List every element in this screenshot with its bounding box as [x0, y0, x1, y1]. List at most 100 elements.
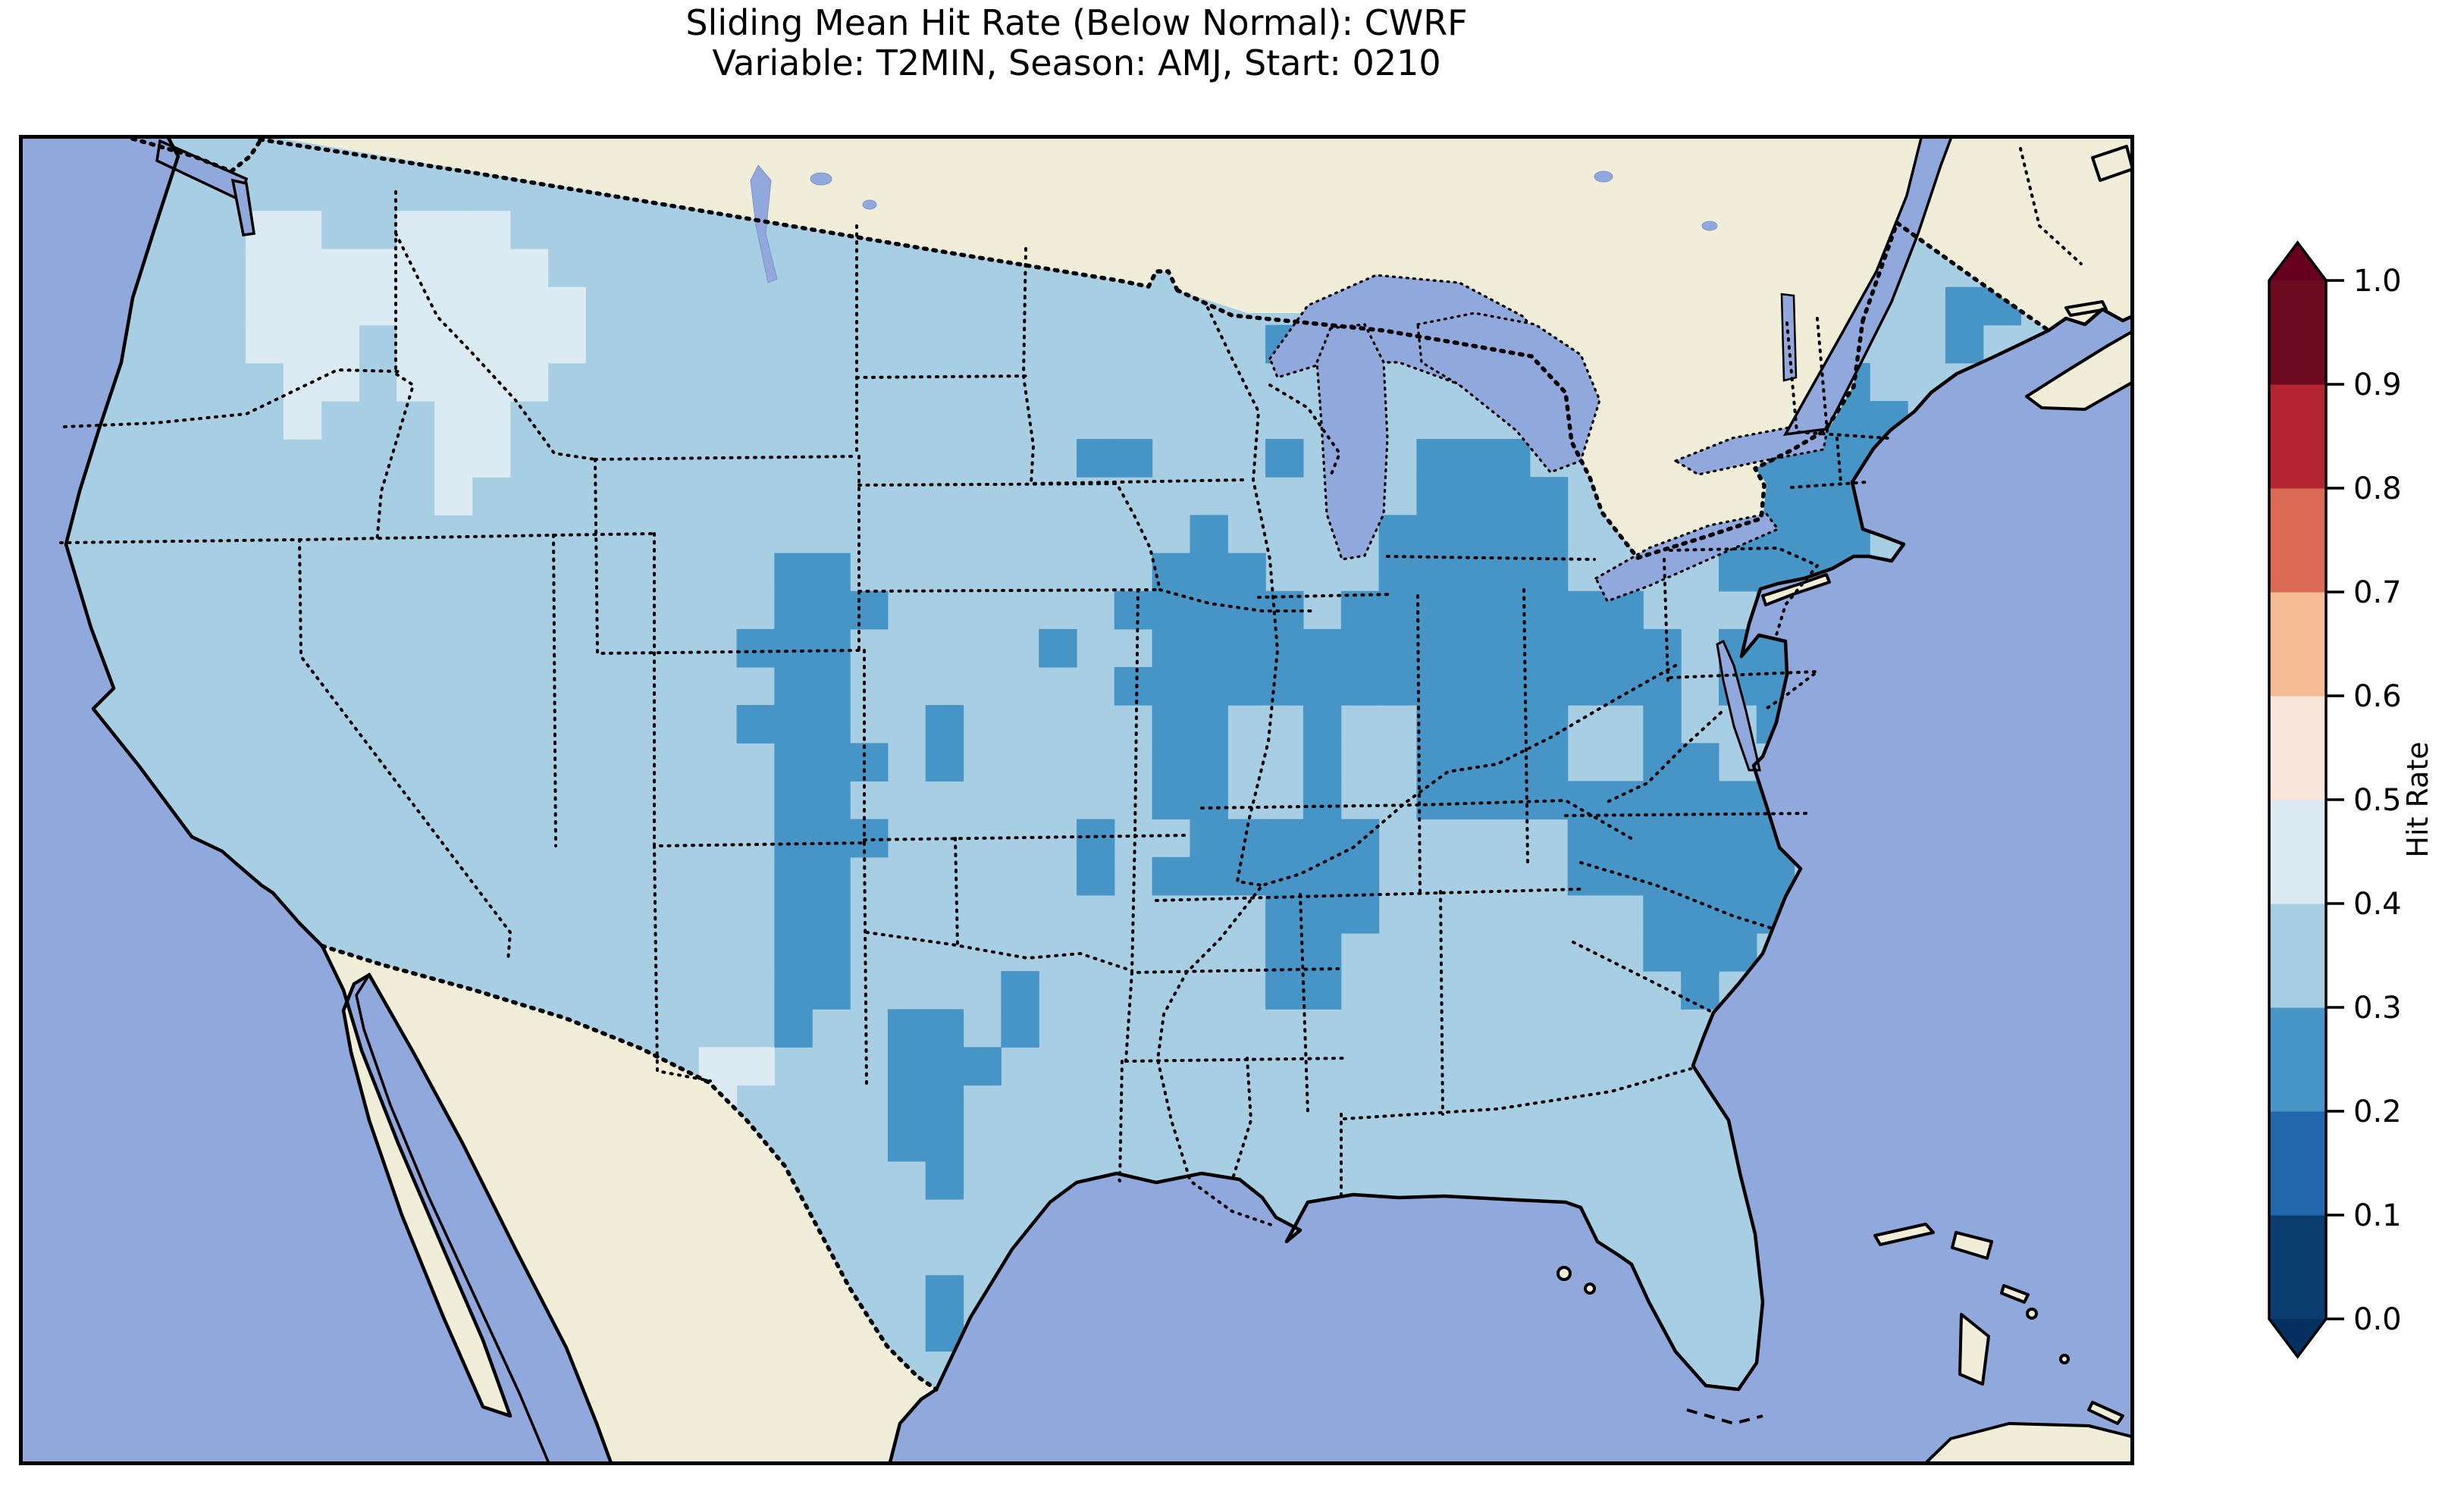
hit-rate-cell-0.2-0.3 [1379, 553, 1417, 592]
hit-rate-cell-0.2-0.3 [1265, 857, 1303, 896]
hit-rate-cell-0.2-0.3 [1492, 781, 1530, 819]
colorbar-segment-0.8-0.9 [2269, 384, 2326, 489]
hit-rate-cell-0.4-0.5 [397, 287, 434, 326]
hit-rate-cell-0.2-0.3 [1039, 629, 1077, 668]
hit-rate-cell-0.2-0.3 [1568, 667, 1606, 706]
hit-rate-cell-0.2-0.3 [1643, 705, 1681, 744]
colorbar-tick-label: 0.0 [2353, 1302, 2402, 1337]
hit-rate-cell-0.2-0.3 [1454, 705, 1492, 744]
figure-title: Sliding Mean Hit Rate (Below Normal): CW… [19, 3, 2134, 83]
hit-rate-cell-0.2-0.3 [812, 895, 850, 934]
hit-rate-cell-0.2-0.3 [774, 705, 812, 744]
hit-rate-cell-0.4-0.5 [284, 363, 321, 402]
hit-rate-cell-0.4-0.5 [321, 287, 359, 326]
hit-rate-cell-0.2-0.3 [1379, 515, 1417, 553]
colorbar-tick-label: 0.6 [2353, 679, 2402, 714]
hit-rate-cell-0.2-0.3 [1643, 895, 1681, 934]
hit-rate-cell-0.2-0.3 [1606, 819, 1644, 858]
hit-rate-cell-0.2-0.3 [1303, 895, 1341, 934]
hit-rate-cell-0.4-0.5 [359, 287, 397, 326]
colorbar-segment-0.6-0.7 [2269, 592, 2326, 697]
hit-rate-cell-0.2-0.3 [1152, 705, 1190, 744]
hit-rate-cell-0.4-0.5 [737, 1047, 775, 1085]
hit-rate-cell-0.2-0.3 [1265, 629, 1303, 668]
hit-rate-cell-0.2-0.3 [1190, 743, 1228, 781]
colorbar-segments [2269, 280, 2326, 1320]
hit-rate-cell-0.2-0.3 [888, 1085, 926, 1124]
hit-rate-cell-0.2-0.3 [1341, 667, 1379, 706]
hit-rate-cell-0.2-0.3 [1303, 971, 1341, 1010]
hit-rate-cell-0.2-0.3 [1227, 629, 1265, 668]
hit-rate-cell-0.2-0.3 [774, 895, 812, 934]
hit-rate-cell-0.2-0.3 [1303, 743, 1341, 781]
hit-rate-cell-0.2-0.3 [1190, 553, 1228, 592]
hit-rate-cell-0.2-0.3 [1379, 591, 1417, 630]
hit-rate-cell-0.4-0.5 [510, 363, 548, 402]
hit-rate-cell-0.2-0.3 [1454, 781, 1492, 819]
colorbar-segment-0.3-0.4 [2269, 904, 2326, 1008]
colorbar-tick-label: 0.2 [2353, 1095, 2402, 1129]
hit-rate-cell-0.2-0.3 [1454, 591, 1492, 630]
small-lake [810, 173, 832, 185]
hit-rate-cell-0.4-0.5 [548, 325, 586, 364]
hit-rate-cell-0.2-0.3 [1719, 819, 1757, 858]
hit-rate-cell-0.4-0.5 [472, 439, 510, 478]
hit-rate-cell-0.2-0.3 [1152, 553, 1190, 592]
hit-rate-cell-0.2-0.3 [1190, 857, 1228, 896]
hit-rate-cell-0.2-0.3 [1303, 667, 1341, 706]
hit-rate-cell-0.2-0.3 [1265, 439, 1303, 478]
hit-rate-cell-0.2-0.3 [1643, 743, 1681, 781]
hit-rate-cell-0.4-0.5 [434, 325, 472, 364]
hit-rate-cell-0.2-0.3 [774, 971, 812, 1010]
small-lake [1594, 171, 1613, 182]
hit-rate-cell-0.2-0.3 [1681, 743, 1719, 781]
hit-rate-cell-0.4-0.5 [472, 363, 510, 402]
marquesas-key [1585, 1284, 1594, 1293]
colorbar-tick-label: 0.4 [2353, 887, 2402, 922]
hit-rate-cell-0.4-0.5 [472, 401, 510, 440]
hit-rate-cell-0.2-0.3 [1416, 629, 1454, 668]
hit-rate-cell-0.2-0.3 [926, 1085, 964, 1124]
hit-rate-cell-0.2-0.3 [1416, 553, 1454, 592]
hit-rate-cell-0.4-0.5 [472, 249, 510, 287]
map-canvas [19, 135, 2134, 1465]
hit-rate-cell-0.2-0.3 [1303, 781, 1341, 819]
hit-rate-cell-0.2-0.3 [1530, 667, 1568, 706]
hit-rate-cell-0.2-0.3 [1341, 895, 1379, 934]
hit-rate-cell-0.2-0.3 [850, 743, 888, 781]
hit-rate-cell-0.2-0.3 [1190, 591, 1228, 630]
hit-rate-cell-0.2-0.3 [1152, 629, 1190, 668]
hit-rate-cell-0.2-0.3 [926, 705, 964, 744]
bahamas-cay [2061, 1355, 2068, 1363]
hit-rate-cell-0.2-0.3 [774, 781, 812, 819]
hit-rate-cell-0.2-0.3 [1303, 933, 1341, 972]
hit-rate-cell-0.2-0.3 [1643, 933, 1681, 972]
small-lake [863, 200, 876, 209]
colorbar-tick-label: 0.5 [2353, 783, 2402, 818]
hit-rate-cell-0.2-0.3 [1190, 515, 1228, 553]
hit-rate-cell-0.4-0.5 [434, 439, 472, 478]
hit-rate-cell-0.2-0.3 [737, 705, 775, 744]
hit-rate-cell-0.2-0.3 [1152, 781, 1190, 819]
hit-rate-cell-0.4-0.5 [472, 211, 510, 249]
hit-rate-cell-0.2-0.3 [1416, 439, 1454, 478]
hit-rate-cell-0.4-0.5 [510, 287, 548, 326]
hit-rate-cell-0.2-0.3 [964, 1047, 1002, 1085]
hit-rate-cell-0.2-0.3 [774, 857, 812, 896]
hit-rate-cell-0.2-0.3 [1492, 743, 1530, 781]
colorbar-extend-high-arrow [2269, 243, 2326, 280]
colorbar-extend-low-arrow [2269, 1319, 2326, 1357]
hit-rate-cell-0.2-0.3 [1795, 477, 1832, 515]
hit-rate-cell-0.2-0.3 [812, 743, 850, 781]
hit-rate-cell-0.2-0.3 [926, 1047, 964, 1085]
hit-rate-cell-0.2-0.3 [1416, 743, 1454, 781]
hit-rate-cell-0.2-0.3 [926, 743, 964, 781]
colorbar-segment-0.4-0.5 [2269, 800, 2326, 904]
hit-rate-cell-0.2-0.3 [1492, 477, 1530, 515]
colorbar-tick-label: 1.0 [2353, 264, 2402, 299]
hit-rate-cell-0.2-0.3 [1265, 895, 1303, 934]
hit-rate-cell-0.4-0.5 [472, 287, 510, 326]
title-line-2: Variable: T2MIN, Season: AMJ, Start: 021… [19, 43, 2134, 83]
hit-rate-cell-0.2-0.3 [1416, 515, 1454, 553]
hit-rate-cell-0.2-0.3 [926, 1123, 964, 1162]
